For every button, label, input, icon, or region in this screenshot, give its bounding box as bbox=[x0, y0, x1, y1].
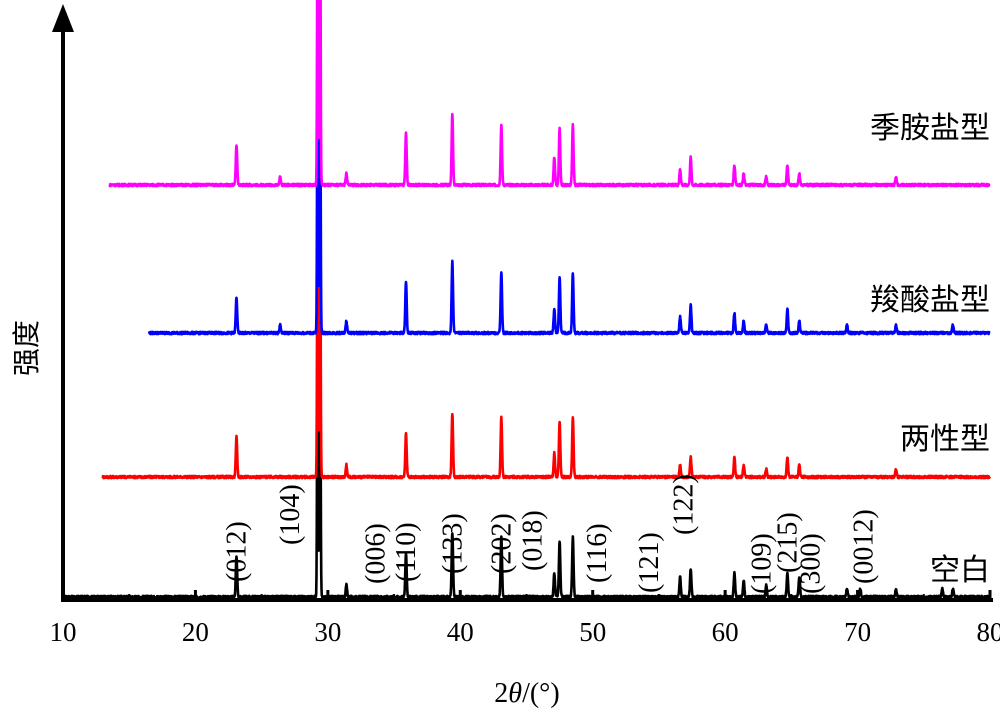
series-label: 两性型 bbox=[900, 423, 990, 456]
series-labels: 空白 两性型 羧酸盐型 季胺盐型 bbox=[870, 112, 990, 587]
peak-label: (116) bbox=[582, 523, 613, 583]
traces bbox=[61, 0, 991, 600]
x-tick-label: 50 bbox=[579, 617, 606, 647]
peak-label: (109) bbox=[746, 533, 777, 594]
peak-label: (110) bbox=[391, 522, 422, 582]
x-tick-label: 60 bbox=[712, 617, 739, 647]
y-axis-arrow bbox=[52, 4, 74, 32]
x-tick-label: 20 bbox=[182, 617, 209, 647]
series-label: 季胺盐型 bbox=[870, 112, 990, 145]
peak-label: (133) bbox=[437, 513, 468, 574]
peak-label: (012) bbox=[222, 521, 253, 582]
x-tick-label: 10 bbox=[50, 617, 77, 647]
peak-label: (0012) bbox=[848, 509, 879, 584]
series-label: 羧酸盐型 bbox=[870, 284, 990, 317]
series-line-3 bbox=[147, 0, 991, 336]
series-line-4 bbox=[108, 0, 991, 188]
x-tick-labels: 10 20 30 40 50 60 70 80 bbox=[50, 617, 1000, 647]
y-axis-title: 强度 bbox=[11, 320, 43, 376]
x-tick-label: 70 bbox=[844, 617, 871, 647]
peak-label: (104) bbox=[275, 484, 306, 545]
peak-label: (121) bbox=[634, 532, 665, 593]
series-line-2 bbox=[101, 75, 991, 480]
series-label: 空白 bbox=[930, 554, 990, 587]
peak-label: (122) bbox=[669, 474, 700, 535]
peak-label: (006) bbox=[360, 523, 391, 584]
peak-labels: (012) (104) (006) (110) (133) (202) (018) (116)… bbox=[222, 474, 880, 594]
x-tick-label: 80 bbox=[977, 617, 1000, 647]
series-line-1 bbox=[61, 195, 991, 600]
peak-label: (215) bbox=[773, 512, 804, 573]
x-axis-title: 2θ/(°) bbox=[494, 678, 559, 709]
peak-label: (202) bbox=[486, 513, 517, 574]
x-tick-label: 30 bbox=[314, 617, 341, 647]
peak-label: (300) bbox=[795, 533, 826, 594]
x-tick-label: 40 bbox=[447, 617, 474, 647]
peak-label: (018) bbox=[518, 510, 549, 571]
